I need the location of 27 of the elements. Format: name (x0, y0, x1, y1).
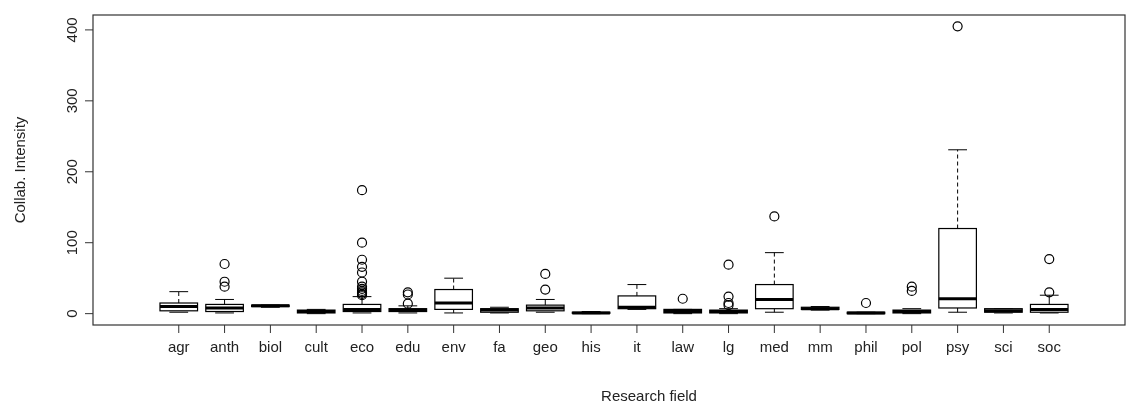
y-tick-label: 100 (63, 230, 80, 256)
x-tick-label: lg (722, 338, 735, 355)
x-tick-label: soc (1037, 338, 1062, 355)
y-tick-label: 200 (63, 159, 80, 185)
x-tick-label: psy (945, 338, 970, 355)
x-tick-label: anth (209, 338, 240, 355)
x-axis-title: Research field (601, 387, 697, 404)
x-tick-label: edu (395, 338, 421, 355)
x-tick-label: law (671, 338, 695, 355)
x-tick-label: cult (304, 338, 329, 355)
x-tick-label: env (441, 338, 467, 355)
x-tick-label: agr (167, 338, 190, 355)
x-tick-label: biol (258, 338, 283, 355)
x-tick-label: mm (807, 338, 833, 355)
y-tick-label: 400 (63, 17, 80, 43)
x-tick-label: geo (532, 338, 558, 355)
x-tick-label: fa (493, 338, 507, 355)
x-tick-label: eco (349, 338, 375, 355)
y-tick-label: 0 (63, 309, 80, 318)
x-tick-label: phil (854, 338, 878, 355)
y-tick-label: 300 (63, 88, 80, 114)
y-axis-title: Collab. Intensity (11, 116, 28, 224)
x-tick-label: sci (994, 338, 1013, 355)
x-tick-label: med (759, 338, 789, 355)
x-tick-label: it (633, 338, 642, 355)
x-tick-label: pol (901, 338, 922, 355)
x-tick-label: his (581, 338, 601, 355)
